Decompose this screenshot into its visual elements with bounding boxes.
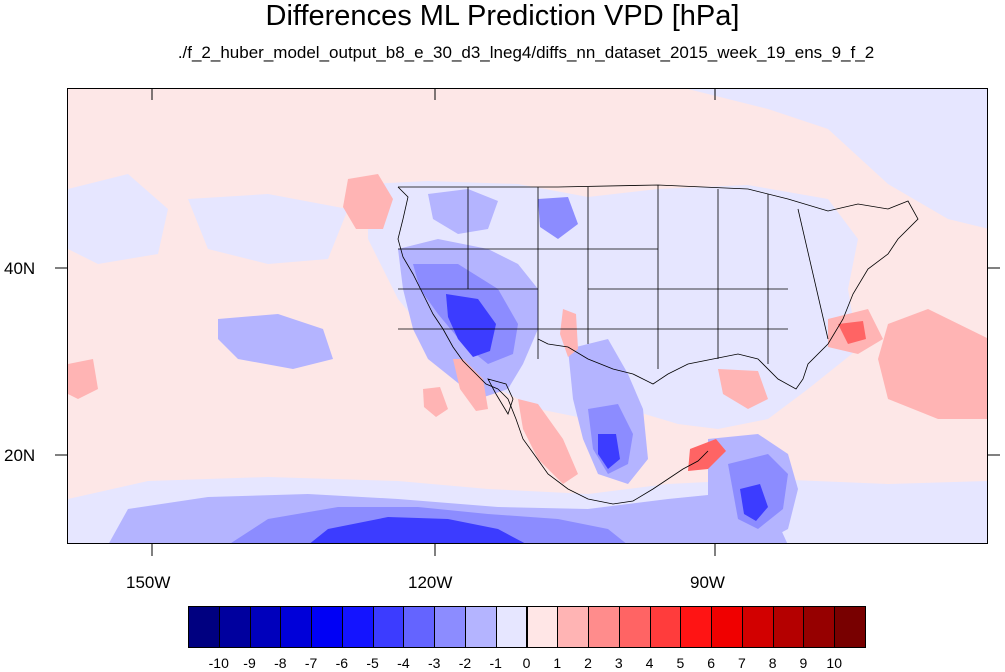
colorbar-label: -10 [208, 655, 229, 671]
colorbar-swatch [711, 606, 743, 648]
lat-label-20n: 20N [4, 446, 36, 465]
lon-label-120w: 120W [408, 573, 453, 592]
colorbar-label: -8 [274, 655, 287, 671]
colorbar-swatch [188, 606, 220, 648]
colorbar-swatch [680, 606, 713, 648]
colorbar-label: 5 [676, 655, 685, 671]
colorbar-label: -2 [458, 655, 472, 671]
colorbar-swatch [403, 606, 436, 648]
lon-label-150w: 150W [126, 573, 171, 592]
colorbar-swatch [588, 606, 620, 648]
colorbar-swatch [557, 606, 590, 648]
colorbar-label: -9 [243, 655, 256, 671]
colorbar-swatch [618, 606, 651, 648]
colorbar-label: -1 [489, 655, 502, 671]
strong-blue-regions [310, 294, 768, 543]
colorbar-swatch [495, 606, 528, 648]
map-title: Differences ML Prediction VPD [hPa] [265, 0, 740, 32]
colorbar-label: 8 [768, 655, 777, 671]
colorbar-label: -7 [304, 655, 318, 671]
colorbar-label: 4 [645, 655, 654, 671]
colorbar-label: 7 [738, 655, 746, 671]
colorbar-label: 0 [522, 655, 531, 671]
colorbar-swatch [526, 606, 559, 648]
light-red-regions [68, 174, 987, 484]
colorbar-swatch [341, 606, 374, 648]
colorbar-swatch [772, 606, 805, 648]
colorbar-swatch [311, 606, 343, 648]
colorbar-swatch [280, 606, 313, 648]
colorbar-label: 10 [826, 655, 842, 671]
colorbar-swatch [372, 606, 405, 648]
red-regions [688, 321, 866, 471]
colorbar-label: 6 [707, 655, 716, 671]
lat-label-40n: 40N [4, 259, 36, 278]
colorbar-swatch [464, 606, 497, 648]
colorbar-label: -3 [427, 655, 441, 671]
map-panel [67, 88, 988, 544]
colorbar-label: 9 [799, 655, 808, 671]
coastline-and-borders [397, 184, 919, 505]
colorbar-label: 1 [553, 655, 562, 671]
colorbar-label: -4 [397, 655, 410, 671]
colorbar-swatch [741, 606, 774, 648]
colorbar-swatch [434, 606, 466, 648]
colorbar-swatch [803, 606, 836, 648]
colorbar-swatch [249, 606, 282, 648]
vpd-difference-field [68, 89, 987, 543]
colorbar-swatch [834, 606, 866, 648]
colorbar-label: -5 [366, 655, 379, 671]
colorbar-label: -6 [335, 655, 349, 671]
map-subtitle: ./f_2_huber_model_output_b8_e_30_d3_lneg… [177, 43, 875, 62]
colorbar-label: 3 [614, 655, 623, 671]
colorbar-swatch [218, 606, 251, 648]
colorbar-swatch [649, 606, 682, 648]
colorbar-label: 2 [584, 655, 592, 671]
lon-label-90w: 90W [690, 573, 725, 592]
